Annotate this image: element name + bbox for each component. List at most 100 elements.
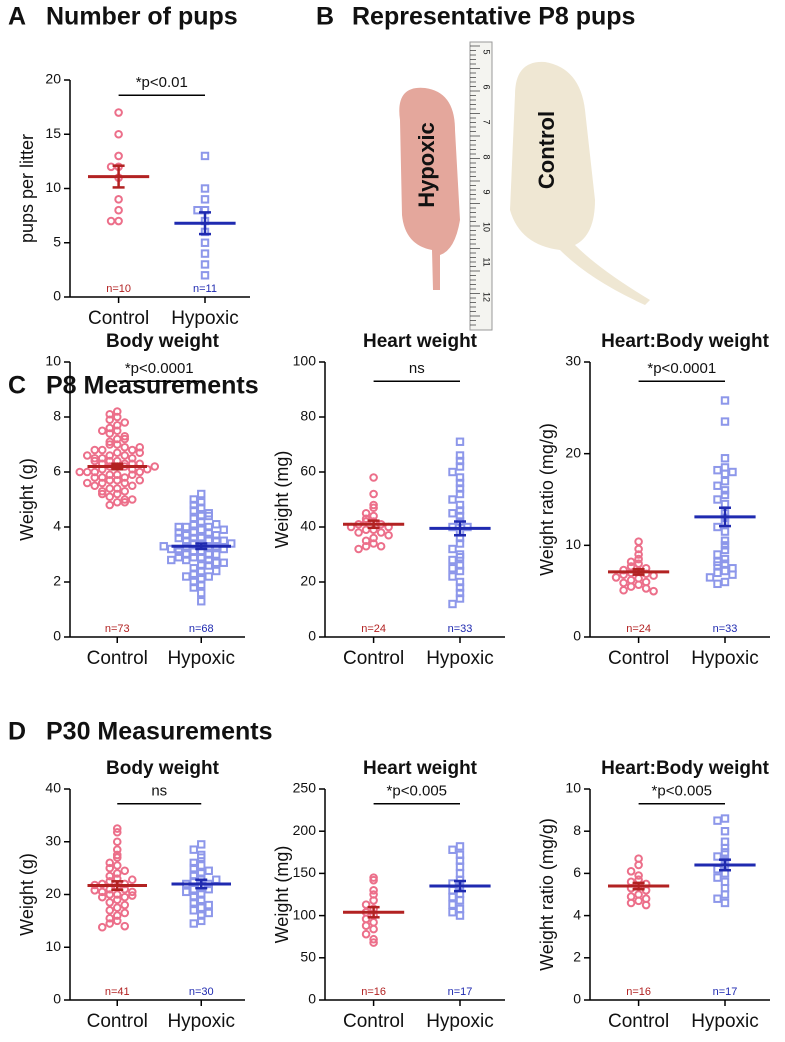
data-point [455,911,465,920]
data-point [376,541,386,551]
data-point [120,866,130,876]
data-point [112,895,122,905]
x-tick-label: Control [608,648,669,669]
data-point [120,451,130,460]
data-point [105,898,115,907]
data-point [189,871,198,881]
x-tick-label: Hypoxic [691,1011,759,1032]
data-point [112,412,122,422]
data-point [197,503,206,512]
data-point [112,448,122,458]
y-tick-label: 100 [293,906,317,922]
data-point [105,415,115,425]
data-point [120,879,130,889]
x-tick-label: Hypoxic [167,648,235,669]
data-point [197,525,206,534]
data-point [114,205,123,215]
data-point [112,911,122,920]
y-tick-label: 20 [565,444,581,460]
data-point [189,845,198,854]
data-point [369,511,378,521]
data-point [204,908,213,918]
data-point [361,921,371,931]
data-point [720,536,730,545]
data-point [197,861,206,870]
data-point [189,553,198,562]
panel-title: P8 Measurements [46,372,259,400]
data-point [634,537,643,546]
data-point [720,541,730,550]
data-point [448,845,457,854]
significance-label: *p<0.005 [387,783,447,800]
panel-title: Representative P8 pups [352,3,635,31]
data-point [455,553,465,562]
panel-letter: C [8,372,26,400]
data-point [97,445,107,455]
y-axis-label: Weight (mg) [272,846,292,944]
data-point [112,475,122,485]
panel-letter: B [316,3,334,31]
data-point [189,919,198,928]
data-point [448,599,457,609]
data-point [112,824,122,833]
n-label: n=68 [189,623,214,635]
data-point [720,554,730,564]
data-point [189,520,198,529]
data-point [200,195,210,204]
data-point [212,550,221,559]
n-label: n=24 [626,623,651,635]
n-label: n=24 [361,623,386,635]
data-point [634,559,643,568]
x-tick-label: Hypoxic [691,648,759,669]
x-tick-label: Control [87,648,148,669]
y-tick-label: 8 [573,822,581,838]
data-point [728,570,737,579]
data-point [114,151,123,161]
data-point [448,544,457,554]
data-point [120,486,130,496]
data-point [649,586,658,596]
data-point [197,869,206,878]
data-point [112,837,122,847]
x-tick-label: Control [87,1011,148,1032]
data-point [105,423,115,433]
data-point [369,539,378,548]
data-point [97,478,107,488]
data-point [135,467,145,477]
data-point [197,597,206,606]
n-label: n=17 [448,986,473,998]
data-point [114,129,123,139]
data-point [127,445,137,455]
data-point [112,426,122,436]
data-point [720,827,730,836]
data-point [611,573,621,582]
y-tick-label: 4 [53,518,61,534]
y-tick-label: 10 [45,179,61,195]
data-point [105,863,115,873]
y-tick-label: 0 [573,628,581,644]
data-point [448,564,457,573]
data-point [448,892,457,902]
data-point [619,578,628,588]
data-point [112,853,122,862]
pup-control [510,61,650,305]
data-point [90,885,100,895]
data-point [114,195,123,204]
y-tick-label: 30 [45,832,61,848]
y-tick-label: 250 [293,780,317,796]
data-point [112,497,122,507]
y-tick-label: 4 [573,906,581,922]
x-tick-label: Hypoxic [426,648,494,669]
data-point [127,887,137,897]
pup-label: Control [534,111,559,189]
data-point [90,481,100,491]
data-point [82,478,92,488]
data-point [197,517,206,526]
y-tick-label: 10 [45,938,61,954]
data-point [720,843,730,853]
data-point [728,467,737,477]
data-point [90,456,100,466]
data-point [127,875,137,885]
data-point [634,860,643,870]
data-point [120,900,130,910]
